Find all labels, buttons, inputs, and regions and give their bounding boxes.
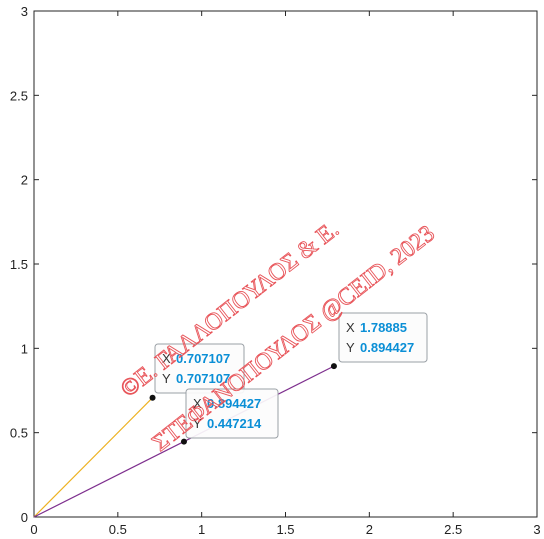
series-line — [33, 397, 153, 518]
data-point — [330, 363, 337, 370]
datatip-y-value: 0.707107 — [176, 371, 230, 386]
datatip-box — [185, 388, 279, 439]
datatip-x-letter: X — [162, 351, 171, 366]
x-tick-label: 3 — [533, 522, 540, 537]
datatip-box — [338, 312, 428, 363]
data-points — [149, 363, 337, 445]
axes: 0 0.5 1 1.5 2 2.5 3 0 0.5 1 1.5 2 2.5 3 — [10, 4, 541, 537]
x-tick-label: 2.5 — [444, 522, 462, 537]
y-tick-label: 3 — [21, 4, 28, 19]
y-tick-label: 2 — [21, 173, 28, 188]
datatip: X 0.894427 Y 0.447214 — [185, 388, 279, 439]
x-tick-label: 2 — [366, 522, 373, 537]
y-tick-label: 1.5 — [10, 257, 28, 272]
datatip-x-value: 0.894427 — [207, 396, 261, 411]
datatip-x-value: 1.78885 — [360, 320, 407, 335]
y-tick-label: 1 — [21, 341, 28, 356]
datatip: X 0.707107 Y 0.707107 — [154, 343, 245, 394]
y-tick-label: 0.5 — [10, 426, 28, 441]
datatips: X 0.707107 Y 0.707107 X 0.894427 Y 0.447214 X 1.7… — [154, 312, 428, 439]
x-tick-label: 0 — [30, 522, 37, 537]
y-tick-label: 0 — [21, 510, 28, 525]
data-point — [149, 394, 156, 401]
datatip-y-letter: Y — [346, 340, 355, 355]
y-tick-label: 2.5 — [10, 88, 28, 103]
datatip-x-letter: X — [193, 396, 202, 411]
datatip-x-letter: X — [346, 320, 355, 335]
x-tick-label: 1 — [198, 522, 205, 537]
x-tick-label: 1.5 — [276, 522, 294, 537]
data-point — [180, 438, 187, 445]
datatip-y-letter: Y — [193, 416, 202, 431]
datatip-y-value: 0.894427 — [360, 340, 414, 355]
datatip-x-value: 0.707107 — [176, 351, 230, 366]
x-tick-label: 0.5 — [109, 522, 127, 537]
datatip-y-value: 0.447214 — [207, 416, 262, 431]
datatip-y-letter: Y — [162, 371, 171, 386]
datatip: X 1.78885 Y 0.894427 — [338, 312, 428, 363]
